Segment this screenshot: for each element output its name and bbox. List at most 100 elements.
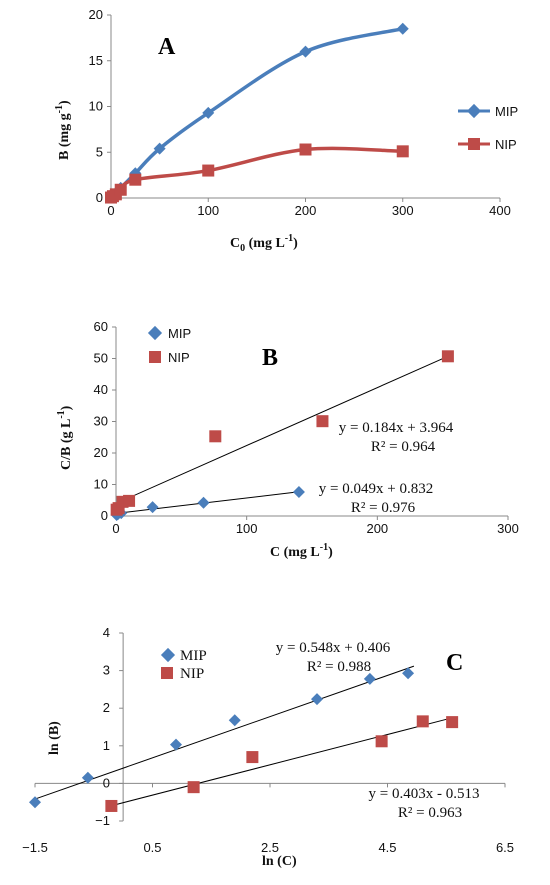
y-tick-label: 0	[101, 508, 108, 523]
data-point-nip	[416, 715, 429, 728]
data-point-mip	[402, 667, 415, 680]
data-point-mip	[202, 106, 215, 119]
data-point-nip	[187, 781, 200, 794]
data-point-mip	[153, 142, 166, 155]
chart-a-legend: MIP NIP	[458, 103, 518, 152]
chart-a-tick-labels: 0 100 200 300 400 0 5 10 15 20	[89, 7, 511, 218]
data-point-mip	[396, 22, 409, 35]
y-tick-label: 4	[103, 625, 110, 640]
chart-c-axes	[34, 632, 506, 822]
x-tick-label: 2.5	[261, 840, 279, 855]
legend-mip-label: MIP	[180, 648, 207, 664]
y-tick-label: 50	[94, 351, 108, 366]
legend-mip-marker	[160, 647, 176, 663]
chart-c-legend: MIP NIP	[160, 647, 207, 682]
data-point-mip	[228, 714, 241, 727]
data-point-nip	[441, 350, 454, 363]
chart-b-tick-labels: 0 100 200 300 0 10 20 30 40 50 60	[94, 319, 519, 536]
legend-mip-label: MIP	[495, 104, 518, 119]
legend-mip-label: MIP	[168, 326, 191, 341]
data-point-mip	[146, 501, 159, 514]
chart-b-axes	[112, 326, 509, 520]
legend-nip-label: NIP	[495, 137, 517, 152]
chart-b: 0 100 200 300 0 10 20 30 40 50 60 B C (mg L-1) C/B…	[56, 319, 519, 560]
y-tick-label: 1	[103, 738, 110, 753]
chart-a-title: A	[158, 34, 176, 60]
legend-nip-marker	[161, 667, 173, 679]
x-tick-label: 200	[366, 521, 388, 536]
x-tick-label: 0	[107, 203, 114, 218]
x-tick-label: 300	[392, 203, 414, 218]
y-tick-label: 20	[89, 7, 103, 22]
chart-c-title: C	[446, 650, 463, 676]
y-tick-label: 0	[103, 775, 110, 790]
y-tick-label: 60	[94, 319, 108, 334]
legend-nip-marker	[468, 138, 480, 150]
chart-c-tick-labels: −1.5 0.5 2.5 4.5 6.5 −1 0 1 2 3 4	[22, 625, 514, 855]
x-tick-label: 6.5	[496, 840, 514, 855]
x-tick-label: 0.5	[143, 840, 161, 855]
data-point-nip	[129, 173, 142, 186]
data-point-mip	[81, 771, 94, 784]
legend-nip-label: NIP	[180, 666, 204, 682]
data-point-nip	[299, 143, 312, 156]
y-tick-label: 0	[96, 190, 103, 205]
trendline-mip	[34, 665, 415, 800]
x-tick-label: 400	[489, 203, 511, 218]
y-tick-label: 5	[96, 144, 103, 159]
y-tick-label: 10	[94, 477, 108, 492]
x-tick-label: 100	[236, 521, 258, 536]
series-line-mip	[109, 27, 404, 200]
y-tick-label: 30	[94, 414, 108, 429]
nip-fit-r2: R² = 0.964	[371, 439, 436, 455]
data-point-mip	[363, 672, 376, 685]
data-point-nip	[316, 415, 329, 428]
x-tick-label: 100	[197, 203, 219, 218]
chart-c-y-axis-label: ln (B)	[47, 721, 62, 755]
data-point-nip	[246, 751, 259, 764]
y-tick-label: 15	[89, 53, 103, 68]
mip-fit-r2: R² = 0.988	[307, 659, 371, 675]
data-point-nip	[396, 145, 409, 158]
nip-fit-r2: R² = 0.963	[398, 805, 462, 821]
chart-b-series	[110, 350, 454, 522]
series-line-nip	[109, 146, 403, 199]
chart-b-x-axis-label: C (mg L-1)	[270, 542, 333, 560]
y-tick-label: −1	[95, 813, 110, 828]
chart-b-y-axis-label: C/B (g L-1)	[56, 405, 74, 470]
data-point-nip	[375, 735, 388, 748]
data-point-mip	[29, 796, 41, 809]
data-point-nip	[114, 183, 127, 196]
y-tick-label: 40	[94, 382, 108, 397]
chart-a-axes	[107, 14, 501, 202]
trendline-nip	[111, 716, 456, 807]
nip-fit-equation: y = 0.184x + 3.964	[339, 420, 454, 436]
legend-nip-label: NIP	[168, 350, 190, 365]
x-tick-label: 200	[295, 203, 317, 218]
data-point-mip	[292, 486, 305, 499]
mip-fit-equation: y = 0.548x + 0.406	[276, 640, 391, 656]
data-point-nip	[123, 494, 136, 507]
x-tick-label: 4.5	[378, 840, 396, 855]
data-point-nip	[105, 799, 118, 812]
nip-fit-equation: y = 0.403x - 0.513	[369, 786, 480, 802]
mip-fit-r2: R² = 0.976	[351, 500, 416, 516]
chart-a-y-axis-label: B (mg g-1)	[54, 100, 72, 160]
legend-nip-marker	[149, 351, 161, 363]
chart-c-x-axis-label: ln (C)	[262, 854, 297, 869]
chart-c-series	[29, 665, 459, 812]
data-point-nip	[446, 716, 459, 729]
legend-mip-marker	[147, 325, 163, 341]
x-tick-label: 0	[112, 521, 119, 536]
data-point-mip	[311, 693, 323, 706]
x-tick-label: 300	[497, 521, 519, 536]
data-point-nip	[209, 430, 222, 443]
y-tick-label: 20	[94, 445, 108, 460]
x-tick-label: −1.5	[22, 840, 48, 855]
y-tick-label: 3	[103, 663, 110, 678]
y-tick-label: 2	[103, 700, 110, 715]
chart-b-title: B	[262, 345, 278, 371]
y-tick-label: 10	[89, 99, 103, 114]
